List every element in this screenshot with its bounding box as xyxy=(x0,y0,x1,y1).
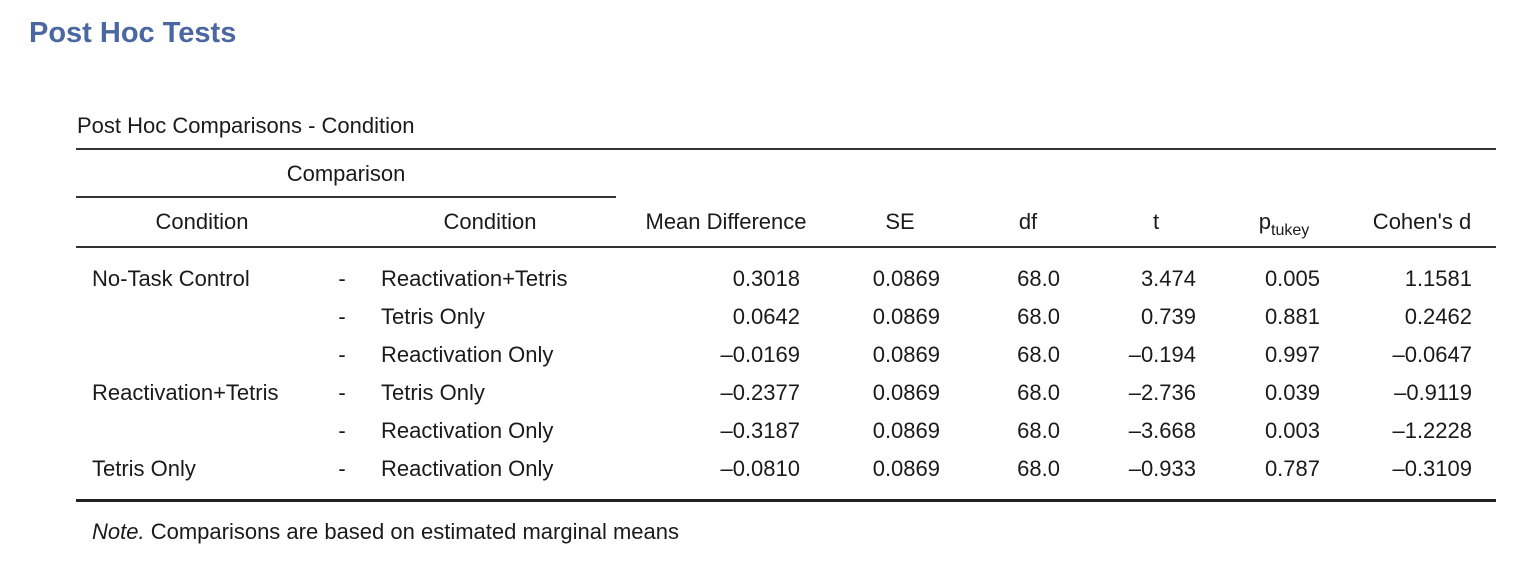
note-label: Note. xyxy=(92,519,145,544)
group-header-rule xyxy=(76,196,616,198)
cell-se: 0.0869 xyxy=(872,380,940,405)
cell-separator: - xyxy=(338,418,346,443)
cell-se: 0.0869 xyxy=(872,342,940,367)
cell-mean-difference: –0.2377 xyxy=(720,380,800,405)
cell-p-tukey: 0.003 xyxy=(1264,418,1320,443)
cell-cohens-d: 1.1581 xyxy=(1404,266,1472,291)
cell-condition-2: Tetris Only xyxy=(381,380,485,405)
table-top-rule xyxy=(76,148,1496,150)
cell-t: –0.933 xyxy=(1128,456,1196,481)
cell-separator: - xyxy=(338,266,346,291)
header-p-subscript: tukey xyxy=(1271,222,1310,239)
cell-separator: - xyxy=(338,380,346,405)
header-mean-difference: Mean Difference xyxy=(645,209,807,234)
cell-df: 68.0 xyxy=(1017,304,1060,329)
cell-t: –0.194 xyxy=(1128,342,1196,367)
header-condition-1: Condition xyxy=(155,209,249,234)
cell-cohens-d: –0.3109 xyxy=(1392,456,1472,481)
header-df: df xyxy=(1018,209,1038,234)
cell-cohens-d: –0.0647 xyxy=(1392,342,1472,367)
header-cohens-d: Cohen's d xyxy=(1372,209,1472,234)
header-p-main: p xyxy=(1258,209,1271,234)
cell-df: 68.0 xyxy=(1017,266,1060,291)
cell-se: 0.0869 xyxy=(872,266,940,291)
header-se: SE xyxy=(885,209,915,234)
cell-p-tukey: 0.881 xyxy=(1264,304,1320,329)
cell-p-tukey: 0.997 xyxy=(1264,342,1320,367)
header-t: t xyxy=(1152,209,1160,234)
cell-separator: - xyxy=(338,342,346,367)
table-bottom-rule xyxy=(76,499,1496,502)
table-caption: Post Hoc Comparisons - Condition xyxy=(77,113,415,138)
cell-condition-2: Reactivation Only xyxy=(381,342,554,367)
cell-se: 0.0869 xyxy=(872,304,940,329)
cell-condition-2: Reactivation Only xyxy=(381,456,554,481)
table-note: Note. Comparisons are based on estimated… xyxy=(92,518,679,546)
cell-t: 3.474 xyxy=(1140,266,1196,291)
note-text: Comparisons are based on estimated margi… xyxy=(144,519,679,544)
cell-cohens-d: –0.9119 xyxy=(1394,380,1472,405)
cell-mean-difference: 0.0642 xyxy=(732,304,800,329)
cell-mean-difference: –0.0169 xyxy=(720,342,800,367)
header-p-tukey: ptukey xyxy=(1259,208,1310,239)
cell-df: 68.0 xyxy=(1017,418,1060,443)
cell-se: 0.0869 xyxy=(872,418,940,443)
cell-mean-difference: –0.3187 xyxy=(720,418,800,443)
section-title: Post Hoc Tests xyxy=(29,17,237,49)
cell-t: –3.668 xyxy=(1128,418,1196,443)
cell-condition-2: Tetris Only xyxy=(381,304,485,329)
cell-p-tukey: 0.039 xyxy=(1264,380,1320,405)
cell-mean-difference: –0.0810 xyxy=(720,456,800,481)
cell-separator: - xyxy=(338,304,346,329)
cell-condition-1: No-Task Control xyxy=(92,266,250,291)
cell-cohens-d: 0.2462 xyxy=(1404,304,1472,329)
cell-df: 68.0 xyxy=(1017,456,1060,481)
comparison-group-header: Comparison xyxy=(286,161,406,186)
header-condition-2: Condition xyxy=(443,209,537,234)
cell-cohens-d: –1.2228 xyxy=(1392,418,1472,443)
cell-se: 0.0869 xyxy=(872,456,940,481)
cell-condition-1: Tetris Only xyxy=(92,456,196,481)
cell-df: 68.0 xyxy=(1017,342,1060,367)
cell-p-tukey: 0.787 xyxy=(1264,456,1320,481)
cell-condition-2: Reactivation+Tetris xyxy=(381,266,568,291)
cell-condition-2: Reactivation Only xyxy=(381,418,554,443)
cell-condition-1: Reactivation+Tetris xyxy=(92,380,279,405)
cell-t: –2.736 xyxy=(1128,380,1196,405)
cell-df: 68.0 xyxy=(1017,380,1060,405)
cell-separator: - xyxy=(338,456,346,481)
header-bottom-rule xyxy=(76,246,1496,248)
cell-p-tukey: 0.005 xyxy=(1264,266,1320,291)
cell-mean-difference: 0.3018 xyxy=(732,266,800,291)
cell-t: 0.739 xyxy=(1140,304,1196,329)
